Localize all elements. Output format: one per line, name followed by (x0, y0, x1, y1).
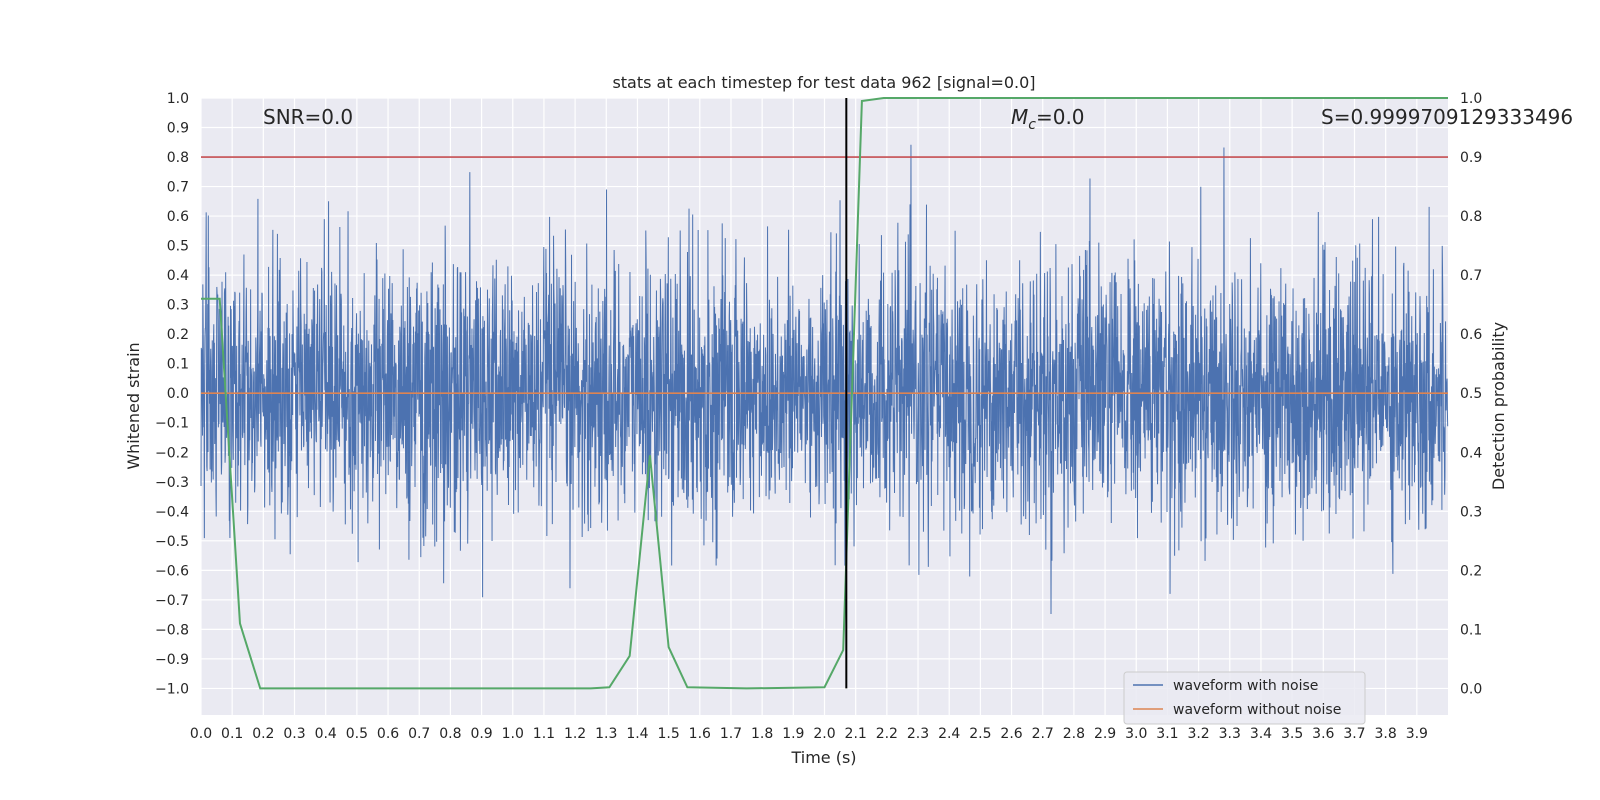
x-tick-label-16: 1.6 (689, 726, 711, 742)
x-tick-label-22: 2.2 (876, 726, 898, 742)
x-tick-label-0: 0.0 (190, 726, 212, 742)
x-tick-label-38: 3.8 (1375, 726, 1397, 742)
x-tick-label-14: 1.4 (626, 726, 648, 742)
x-tick-label-11: 1.1 (533, 726, 555, 742)
y2-tick-label-5: 0.5 (1460, 386, 1482, 402)
x-tick-label-29: 2.9 (1094, 726, 1116, 742)
y2-axis-label: Detection probability (1489, 322, 1508, 490)
x-tick-label-2: 0.2 (252, 726, 274, 742)
y-tick-label-20: −1.0 (155, 681, 189, 697)
y2-tick-label-9: 0.9 (1460, 150, 1482, 166)
x-axis: 0.0 0.1 0.2 0.3 0.4 0.5 0.6 0.7 0.8 0.9 1.0 1.1 1.2 1… (190, 726, 1428, 742)
x-tick-label-30: 3.0 (1125, 726, 1147, 742)
legend-entry-noise: waveform with noise (1173, 678, 1318, 694)
mc-annotation: Mc=0.0 (1011, 105, 1085, 133)
y-tick-label-0: 1.0 (167, 91, 189, 107)
mc-subscript: c (1028, 117, 1036, 133)
y2-tick-label-8: 0.8 (1460, 209, 1482, 225)
x-tick-label-13: 1.3 (595, 726, 617, 742)
x-tick-label-25: 2.5 (969, 726, 991, 742)
y2-tick-label-4: 0.4 (1460, 445, 1482, 461)
x-tick-label-23: 2.3 (907, 726, 929, 742)
x-tick-label-12: 1.2 (564, 726, 586, 742)
legend-entry-clean: waveform without noise (1173, 702, 1341, 718)
y-axis-label: Whitened strain (124, 342, 143, 469)
x-tick-label-37: 3.7 (1343, 726, 1365, 742)
y2-tick-label-6: 0.6 (1460, 327, 1482, 343)
y-tick-label-7: 0.3 (167, 298, 189, 314)
x-tick-label-3: 0.3 (283, 726, 305, 742)
y-tick-label-4: 0.6 (167, 209, 189, 225)
y-tick-label-3: 0.7 (167, 180, 189, 196)
series-detection-probability (201, 97, 1448, 690)
x-tick-label-36: 3.6 (1312, 726, 1334, 742)
y-tick-label-8: 0.2 (167, 327, 189, 343)
y-tick-label-18: −0.8 (155, 622, 189, 638)
y-tick-label-16: −0.6 (155, 563, 189, 579)
x-tick-label-10: 1.0 (502, 726, 524, 742)
x-tick-label-15: 1.5 (657, 726, 679, 742)
y-tick-label-2: 0.8 (167, 150, 189, 166)
mc-value: =0.0 (1036, 105, 1085, 129)
y2-tick-label-0: 0.0 (1460, 681, 1482, 697)
x-tick-label-1: 0.1 (221, 726, 243, 742)
y2-tick-label-2: 0.2 (1460, 563, 1482, 579)
x-tick-label-31: 3.1 (1156, 726, 1178, 742)
x-tick-label-5: 0.5 (346, 726, 368, 742)
x-tick-label-27: 2.7 (1032, 726, 1054, 742)
x-tick-label-17: 1.7 (720, 726, 742, 742)
y-tick-label-9: 0.1 (167, 357, 189, 373)
y-tick-label-13: −0.3 (155, 475, 189, 491)
s-annotation: S=0.9999709129333496 (1321, 105, 1573, 129)
y-tick-label-12: −0.2 (155, 445, 189, 461)
x-tick-label-19: 1.9 (782, 726, 804, 742)
x-tick-label-34: 3.4 (1250, 726, 1272, 742)
y-tick-label-1: 0.9 (167, 121, 189, 137)
y2-tick-label-10: 1.0 (1460, 91, 1482, 107)
x-tick-label-26: 2.6 (1000, 726, 1022, 742)
x-tick-label-21: 2.1 (845, 726, 867, 742)
legend-box (1123, 671, 1366, 725)
x-tick-label-6: 0.6 (377, 726, 399, 742)
y2-tick-label-3: 0.3 (1460, 504, 1482, 520)
y-tick-label-15: −0.5 (155, 534, 189, 550)
y-tick-label-5: 0.5 (167, 239, 189, 255)
x-tick-label-4: 0.4 (315, 726, 337, 742)
x-axis-label: Time (s) (790, 748, 856, 767)
x-tick-label-39: 3.9 (1406, 726, 1428, 742)
x-tick-label-8: 0.8 (439, 726, 461, 742)
x-tick-label-28: 2.8 (1063, 726, 1085, 742)
line-series (201, 97, 1448, 690)
y-tick-label-14: −0.4 (155, 504, 189, 520)
y-tick-label-6: 0.4 (167, 268, 189, 284)
x-tick-label-33: 3.3 (1219, 726, 1241, 742)
y-tick-label-17: −0.7 (155, 593, 189, 609)
x-tick-label-7: 0.7 (408, 726, 430, 742)
y2-axis: 0.0 0.1 0.2 0.3 0.4 0.5 0.6 0.7 0.8 0.9 1.0 (1460, 91, 1482, 697)
y-axis: 1.0 0.9 0.8 0.7 0.6 0.5 0.4 0.3 0.2 0.1 0.0 −0.1 −0.… (155, 91, 189, 697)
y-tick-label-10: 0.0 (167, 386, 189, 402)
x-tick-label-20: 2.0 (813, 726, 835, 742)
y2-tick-label-1: 0.1 (1460, 622, 1482, 638)
mc-symbol: M (1011, 105, 1028, 129)
y2-tick-label-7: 0.7 (1460, 268, 1482, 284)
x-tick-label-18: 1.8 (751, 726, 773, 742)
snr-annotation: SNR=0.0 (263, 105, 353, 129)
y-tick-label-19: −0.9 (155, 652, 189, 668)
chart-title: stats at each timestep for test data 962… (612, 73, 1035, 92)
x-tick-label-9: 0.9 (470, 726, 492, 742)
x-tick-label-32: 3.2 (1187, 726, 1209, 742)
legend: waveform with noise waveform without noi… (1123, 671, 1366, 725)
x-tick-label-35: 3.5 (1281, 726, 1303, 742)
x-tick-label-24: 2.4 (938, 726, 960, 742)
y-tick-label-11: −0.1 (155, 416, 189, 432)
